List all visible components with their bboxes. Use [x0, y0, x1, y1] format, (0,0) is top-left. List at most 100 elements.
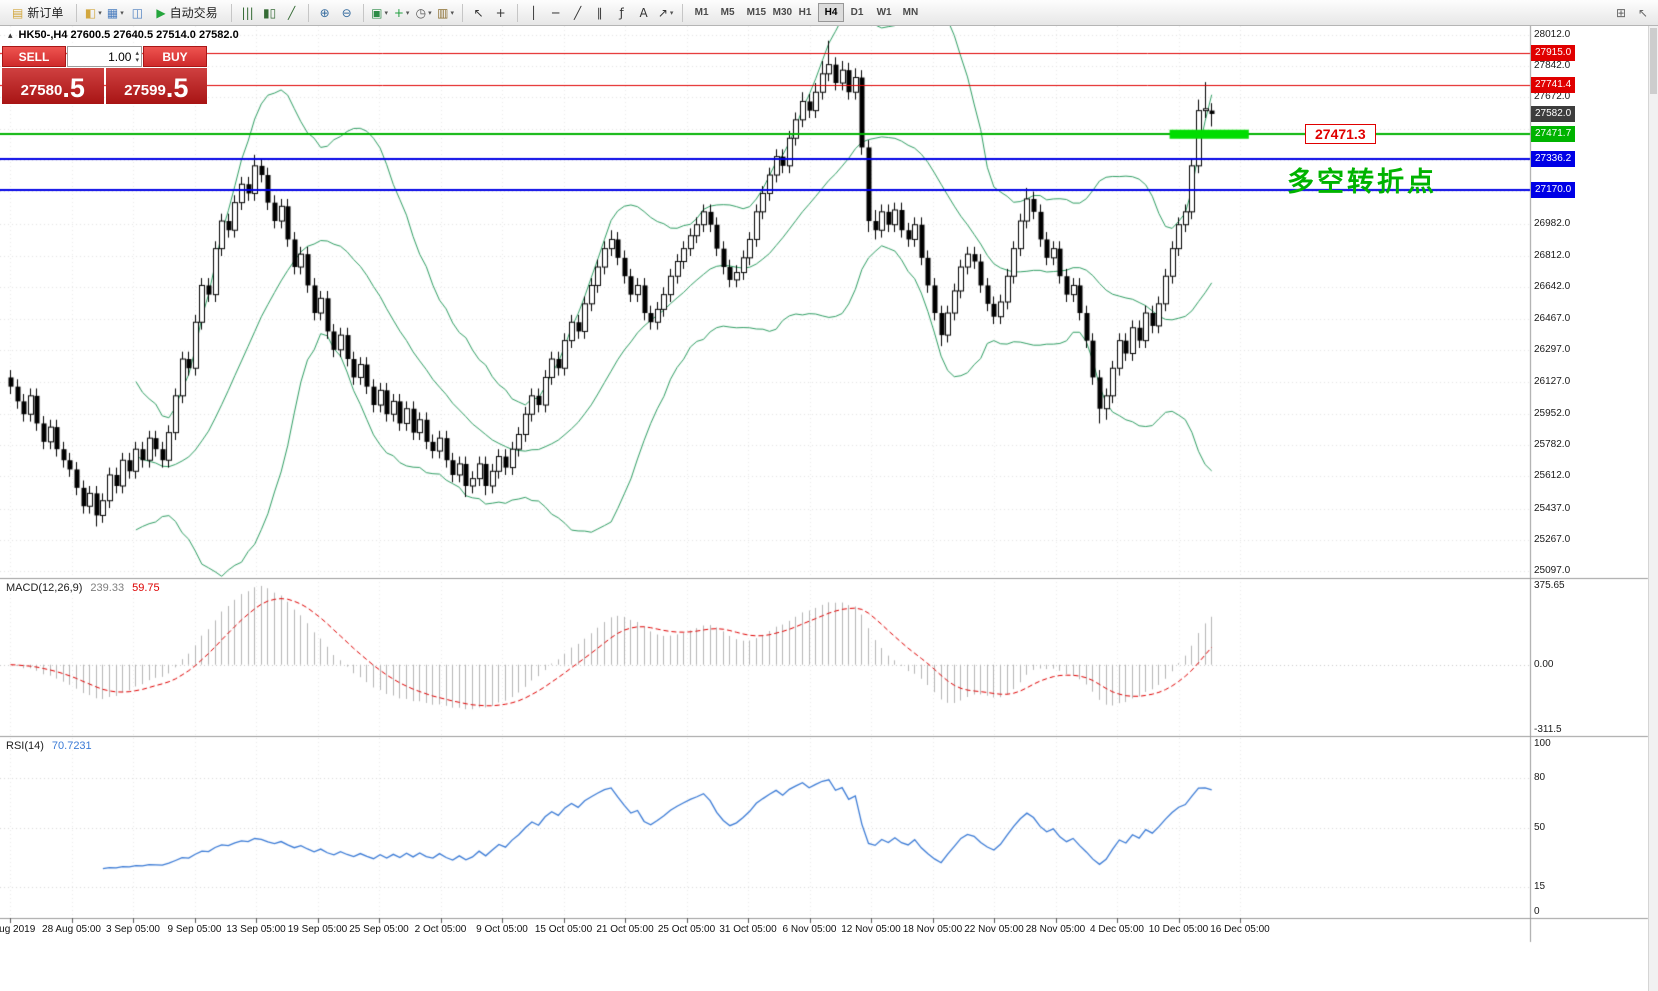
timeframe-h4[interactable]: H4 [817, 3, 844, 22]
pointer-shortcut-icon-button[interactable]: ↖ [1632, 3, 1654, 23]
price-axis-label: 25267.0 [1534, 533, 1571, 545]
price-axis-label: 28012.0 [1534, 28, 1571, 40]
current-price-badge: 27582.0 [1531, 105, 1576, 122]
buy-button[interactable]: BUY [143, 46, 207, 67]
auto-trading-button-icon: ▶ [156, 5, 166, 20]
rsi-axis-label: 50 [1534, 822, 1546, 833]
timeframe-m5[interactable]: M5 [714, 3, 740, 22]
price-annotation-box[interactable]: 27471.3 [1305, 124, 1376, 144]
timeframe-w1[interactable]: W1 [870, 3, 896, 22]
volume-up-icon[interactable]: ▴ [135, 49, 139, 57]
price-axis-label: 26297.0 [1534, 344, 1571, 356]
line-chart-icon-button[interactable]: ╱ [281, 3, 303, 23]
time-axis-label: 25 Sep 05:00 [349, 924, 409, 935]
toolbar-separator [307, 3, 309, 22]
price-level-badge: 27741.4 [1531, 76, 1576, 93]
tile-windows-icon-button[interactable]: ▣ ▾ [369, 3, 391, 23]
time-axis-label: 22 Nov 05:00 [964, 924, 1024, 935]
trendline-icon: ╱ [573, 5, 582, 20]
price-chart-canvas[interactable] [0, 26, 1658, 991]
toolbar-group: ⊕ ⊖ [314, 3, 358, 23]
text-icon: A [639, 5, 648, 20]
time-axis-label: 3 Sep 05:00 [106, 924, 160, 935]
indicators-icon-button[interactable]: + ▾ [391, 3, 413, 23]
window-layout-icon: ⊞ [1615, 5, 1627, 20]
periods-icon-button[interactable]: ◷ ▾ [413, 3, 435, 23]
periods-icon: ◷ [415, 5, 427, 20]
buy-price-box[interactable]: 27599.5 [105, 68, 207, 104]
toolbar-separator [516, 3, 518, 22]
price-axis-label: 26127.0 [1534, 375, 1571, 387]
line-chart-icon: ╱ [287, 5, 296, 20]
bar-chart-icon-button[interactable]: ||| [237, 3, 259, 23]
rsi-name: RSI(14) [6, 740, 44, 752]
time-axis-label: 2 Aug 2019 [0, 924, 36, 935]
buy-price-pips: .5 [165, 73, 189, 103]
templates-icon-button[interactable]: ▥ ▾ [435, 3, 457, 23]
dropdown-caret-icon: ▾ [450, 8, 455, 17]
price-axis-label: 27842.0 [1534, 60, 1571, 72]
symbol-ohlc-text: HK50-,H4 27600.5 27640.5 27514.0 27582.0 [18, 29, 239, 41]
volume-value: 1.00 [108, 49, 132, 64]
dropdown-caret-icon: ▾ [428, 8, 432, 17]
vertical-line-icon-button[interactable]: │ [523, 3, 545, 23]
scrollbar-thumb[interactable] [1650, 28, 1657, 94]
horizontal-line-icon: ─ [551, 5, 560, 20]
zoom-out-icon: ⊖ [341, 5, 352, 20]
window-layout-icon-button[interactable]: ⊞ [1610, 3, 1632, 23]
time-axis-label: 9 Sep 05:00 [167, 924, 222, 935]
arrows-icon-button[interactable]: ↗ ▾ [655, 3, 677, 23]
arrows-icon: ↗ [657, 5, 668, 20]
timeframe-h1[interactable]: H1 [792, 3, 818, 22]
zoom-in-icon-button[interactable]: ⊕ [314, 3, 336, 23]
trendline-icon-button[interactable]: ╱ [567, 3, 589, 23]
dropdown-caret-icon: ▾ [120, 8, 124, 17]
toolbar-group: ↖ + [468, 3, 512, 23]
toolbar-group: │ ─ ╱ ∥ ƒ A ↗ ▾ [523, 3, 677, 23]
rsi-axis-label: 0 [1534, 906, 1540, 917]
market-watch-icon-button[interactable]: ◫ [126, 3, 148, 23]
toolbar-separator [76, 3, 78, 22]
price-axis-label: 26467.0 [1534, 313, 1571, 325]
new-chart-icon: ◧ [84, 5, 97, 20]
price-axis-label: 25097.0 [1534, 565, 1571, 577]
auto-trading-button[interactable]: ▶ 自动交易 [148, 3, 225, 23]
time-axis-label: 13 Sep 05:00 [226, 924, 286, 935]
new-chart-icon-button[interactable]: ◧ ▾ [82, 3, 104, 23]
new-order-button-label: 新订单 [27, 6, 64, 20]
toolbar-separator [230, 3, 232, 22]
toolbar-separator [362, 3, 364, 22]
price-axis-label: 25437.0 [1534, 502, 1571, 514]
volume-down-icon[interactable]: ▾ [135, 56, 139, 64]
timeframe-mn[interactable]: MN [896, 3, 922, 22]
volume-field[interactable]: 1.00 ▴ ▾ [67, 46, 142, 67]
timeframe-m15[interactable]: M15 [740, 3, 766, 22]
one-click-toggle-icon[interactable]: ▴ [8, 29, 13, 40]
dropdown-caret-icon: ▾ [384, 8, 389, 17]
toolbar-group: ◧ ▾ ▦ ▾ ◫ ▶ 自动交易 [82, 3, 225, 23]
profiles-icon-button[interactable]: ▦ ▾ [104, 3, 126, 23]
cursor-icon-button[interactable]: ↖ [468, 3, 490, 23]
toolbar: ▤ 新订单 ◧ ▾ ▦ ▾ ◫ ▶ 自动交易 ||| ▮▯ ╱ ⊕ ⊖ ▣ ▾ + ▾ ◷ ▾ ▥ ▾ ↖ + │ ─ ╱ ∥ ƒ A ↗ ▾… [0, 0, 1658, 26]
new-order-button[interactable]: ▤ 新订单 [4, 3, 71, 23]
text-icon-button[interactable]: A [633, 3, 655, 23]
horizontal-line-icon-button[interactable]: ─ [545, 3, 567, 23]
price-axis-label: 27672.0 [1534, 91, 1571, 103]
crosshair-icon-button[interactable]: + [490, 3, 512, 23]
time-axis-label: 19 Sep 05:00 [287, 924, 348, 935]
channel-icon-button[interactable]: ∥ [589, 3, 611, 23]
macd-axis-label: 375.65 [1534, 580, 1565, 591]
timeframe-m30[interactable]: M30 [766, 3, 792, 22]
time-axis-label: 6 Nov 05:00 [782, 924, 837, 935]
sell-button[interactable]: SELL [2, 46, 66, 67]
fibonacci-icon-button[interactable]: ƒ [611, 3, 633, 23]
timeframe-d1[interactable]: D1 [844, 3, 870, 22]
auto-trading-button-label: 自动交易 [169, 6, 218, 20]
zoom-out-icon-button[interactable]: ⊖ [336, 3, 358, 23]
timeframe-m1[interactable]: M1 [688, 3, 714, 22]
turning-point-annotation[interactable]: 多空转折点 [1287, 167, 1437, 197]
vertical-scrollbar[interactable] [1648, 26, 1658, 991]
candlestick-chart-icon-button[interactable]: ▮▯ [259, 3, 281, 23]
sell-price-box[interactable]: 27580.5 [2, 68, 104, 104]
time-axis-label: 2 Oct 05:00 [414, 924, 467, 935]
